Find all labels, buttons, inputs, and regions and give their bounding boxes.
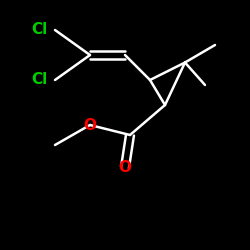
Text: O: O <box>118 160 132 175</box>
Text: O: O <box>84 118 96 132</box>
Text: Cl: Cl <box>31 72 48 88</box>
Text: Cl: Cl <box>31 22 48 38</box>
